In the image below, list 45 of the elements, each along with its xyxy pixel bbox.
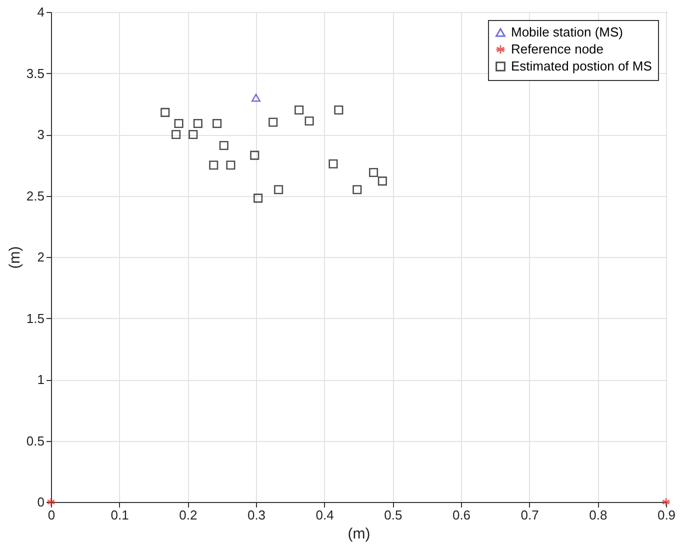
- point: [378, 176, 387, 186]
- point: [193, 118, 202, 128]
- legend-label: Reference node: [511, 42, 604, 56]
- y-tick-label: 1.5: [26, 310, 44, 326]
- x-tick-label: 0.5: [384, 508, 402, 522]
- y-tick-label: 3.5: [26, 66, 44, 81]
- x-tick-label: 0.7: [520, 508, 539, 522]
- point: [274, 185, 284, 194]
- point: [174, 118, 184, 128]
- point: [212, 118, 222, 128]
- x-tick-label: 0.2: [179, 508, 198, 522]
- point: [369, 168, 378, 177]
- point: [188, 130, 198, 140]
- y-axis-title: (m): [6, 246, 24, 269]
- point: [250, 150, 260, 160]
- x-tick-label: 0.1: [110, 508, 129, 522]
- point: [251, 94, 261, 102]
- point: [160, 108, 170, 117]
- x-tick-label: 0.8: [589, 508, 608, 522]
- point: [226, 160, 236, 170]
- y-tick-label: 0: [37, 494, 44, 510]
- point: [268, 118, 278, 127]
- point: [328, 159, 338, 168]
- x-tick-label: 0.9: [657, 508, 676, 522]
- y-tick-label: 4: [37, 4, 44, 20]
- x-tick-label: 0: [48, 508, 56, 522]
- point: [172, 130, 181, 140]
- point: [334, 105, 344, 115]
- legend-label: Mobile station (MS): [511, 24, 623, 40]
- y-tick-label: 2.5: [26, 188, 44, 204]
- x-axis-title: (m): [348, 526, 370, 542]
- y-tick-label: 0.5: [26, 433, 44, 448]
- y-tick-label: 3: [37, 127, 44, 142]
- y-tick-label: 1: [37, 372, 44, 387]
- point: [304, 116, 314, 126]
- point: [352, 185, 362, 194]
- legend-label: Estimated postion of MS: [511, 58, 652, 74]
- x-tick-label: 0.6: [452, 508, 471, 522]
- point: [209, 160, 218, 170]
- point: [219, 141, 228, 150]
- point: [294, 105, 304, 115]
- x-tick-label: 0.4: [316, 508, 334, 522]
- y-tick-label: 2: [37, 250, 44, 264]
- x-tick-label: 0.3: [247, 508, 266, 522]
- point: [254, 194, 263, 203]
